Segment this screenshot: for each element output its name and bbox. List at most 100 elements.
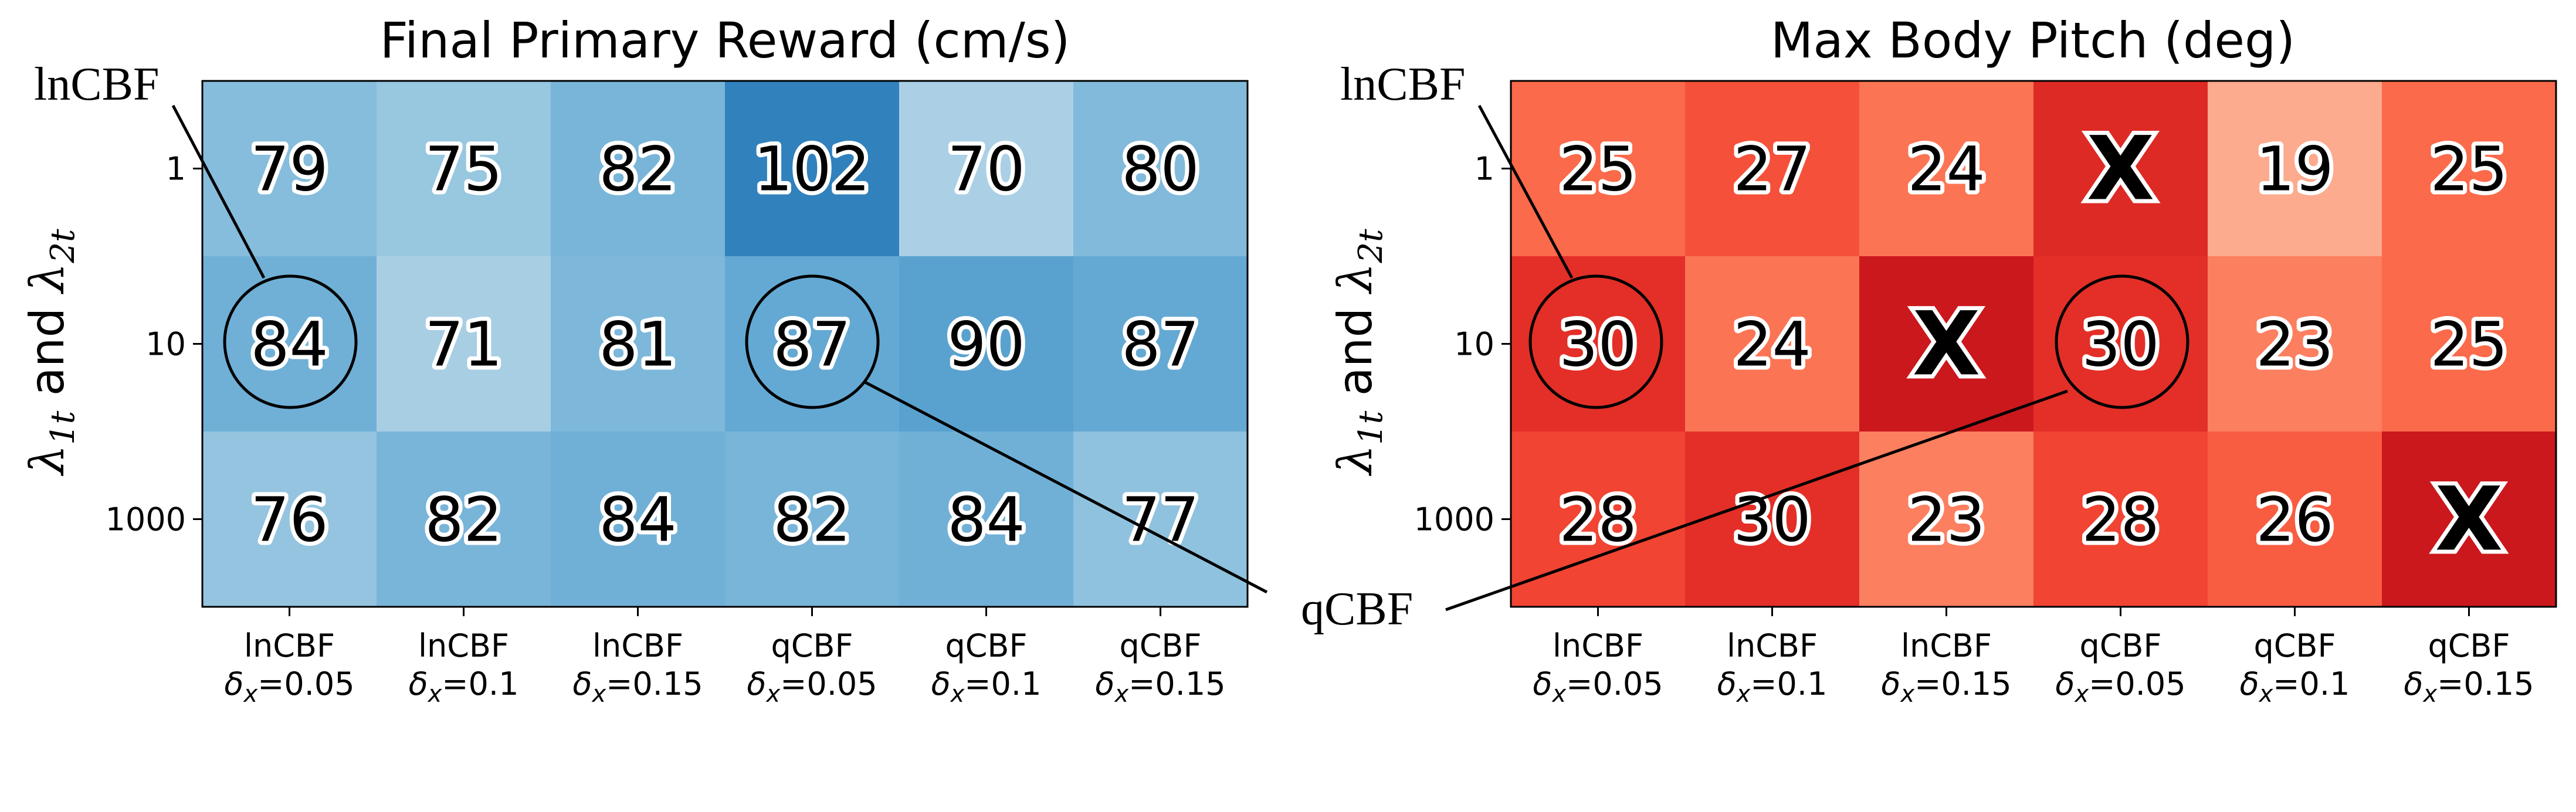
heatmap-cell [1859, 81, 2034, 257]
heatmap-panel-reward: Final Primary Reward (cm/s) 79 75 82 102 70 8… [20, 12, 1249, 708]
heatmap-cell [2033, 81, 2208, 257]
heatmap-cell [2033, 432, 2208, 607]
cell-value-label: 82 [599, 134, 676, 205]
y-ticks: 1 10 1000 [1414, 151, 1511, 538]
heatmap-cell [899, 256, 1074, 432]
annotation-qcbf: qCBF [1301, 583, 1413, 635]
cell-value-label: 28 [1559, 484, 1636, 556]
y-tick-label: 1000 [1414, 501, 1494, 538]
heatmap-cell [725, 81, 900, 257]
heatmap-cell [1685, 256, 1860, 432]
heatmap-cell [1511, 81, 1686, 257]
y-tick-label: 10 [1454, 326, 1494, 363]
failed-marker: X [1913, 294, 1981, 396]
x-tick-label-delta: δx=0.1 [409, 665, 519, 708]
cell-value-label: 79 [250, 134, 328, 205]
cell-value-label: 82 [773, 484, 850, 556]
x-tick-label-method: qCBF [2428, 627, 2510, 664]
chart-title: Max Body Pitch (deg) [1771, 12, 2295, 69]
heatmap-cell [551, 432, 726, 607]
cell-value-label: 84 [599, 484, 676, 556]
heatmap-cell [1859, 256, 2034, 432]
cell-value-label: 77 [1121, 484, 1199, 556]
cell-value-label: 30 [2082, 309, 2159, 380]
cell-value-label: 102 [754, 134, 870, 205]
cell-value-label: 81 [599, 309, 676, 380]
heatmap-cell [2382, 81, 2557, 257]
leader-line-qcbf-left [864, 380, 1268, 594]
cell-value-label: 82 [425, 484, 502, 556]
cell-value-label: 75 [425, 134, 502, 205]
heatmap-cell [2382, 432, 2557, 607]
heatmap-cell [202, 432, 377, 607]
heatmap-cell [1511, 256, 1686, 432]
heatmap-cell [1073, 432, 1248, 607]
cell-value-label: 27 [1733, 134, 1811, 205]
heatmap-cell [1859, 432, 2034, 607]
heatmap-cell [2208, 256, 2382, 432]
x-tick-label-method: qCBF [2079, 627, 2161, 664]
cell-value-label: 23 [2256, 309, 2333, 380]
x-tick-label-delta: δx=0.15 [2404, 665, 2534, 708]
heatmap-cell [2208, 432, 2382, 607]
highlight-circle-lncbf-left [223, 274, 358, 409]
cell-value-label: 30 [1559, 309, 1636, 380]
annotations: lnCBF lnCBF qCBF [34, 59, 2189, 635]
cell-value-label: 87 [773, 309, 850, 380]
y-tick-label: 1 [1475, 151, 1494, 188]
x-tick-label-delta: δx=0.15 [1881, 665, 2011, 708]
y-tick-label: 1 [166, 151, 186, 188]
x-tick-label-method: lnCBF [592, 627, 683, 664]
x-tick-label-method: qCBF [1119, 627, 1201, 664]
highlight-circle-qcbf-left [745, 274, 880, 409]
leader-line-lncbf-right [1477, 104, 1574, 279]
y-tick-label: 10 [145, 326, 186, 363]
heatmap-cell [1073, 81, 1248, 257]
x-tick-label-method: qCBF [945, 627, 1027, 664]
cell-value-label: 26 [2256, 484, 2333, 556]
x-tick-label-delta: δx=0.05 [224, 665, 354, 708]
x-tick-label-method: lnCBF [1553, 627, 1643, 664]
cell-value-label: 90 [947, 309, 1025, 380]
y-ticks: 1 10 1000 [106, 151, 202, 538]
annotation-lncbf-left: lnCBF [34, 59, 159, 110]
failed-marker: X [2087, 118, 2155, 220]
y-axis-label: λ1t and λ2t [20, 229, 82, 477]
heatmap-cell [2382, 256, 2557, 432]
heatmap-cells: 79 75 82 102 70 80 84 71 81 87 90 87 76 82 84 82 84 77 [202, 81, 1248, 607]
chart-title: Final Primary Reward (cm/s) [380, 12, 1070, 69]
heatmap-cell [202, 256, 377, 432]
x-ticks: lnCBFδx=0.05lnCBFδx=0.1lnCBFδx=0.15qCBFδ… [1533, 607, 2534, 708]
highlight-circle-lncbf-right [1528, 274, 1663, 409]
heatmap-cell [725, 256, 900, 432]
x-tick-label-delta: δx=0.05 [2055, 665, 2185, 708]
x-tick-label-method: qCBF [771, 627, 853, 664]
heatmap-cell [377, 81, 551, 257]
x-tick-label-method: lnCBF [1901, 627, 1992, 664]
x-ticks: lnCBFδx=0.05lnCBFδx=0.1lnCBFδx=0.15qCBFδ… [224, 607, 1226, 708]
heatmap-cell [2208, 81, 2382, 257]
y-tick-label: 1000 [106, 501, 186, 538]
x-tick-label-delta: δx=0.05 [1533, 665, 1663, 708]
leader-line-qcbf-right [1445, 389, 2068, 611]
heatmap-cell [725, 432, 900, 607]
x-tick-label-method: qCBF [2253, 627, 2336, 664]
highlight-circle-qcbf-right [2055, 274, 2189, 409]
heatmap-cell [1685, 432, 1860, 607]
cell-value-label: 71 [425, 309, 502, 380]
heatmap-cell [551, 256, 726, 432]
cell-value-label: 80 [1121, 134, 1199, 205]
x-tick-label-delta: δx=0.1 [931, 665, 1042, 708]
heatmap-cell [551, 81, 726, 257]
cell-value-label: 84 [947, 484, 1025, 556]
x-tick-label-delta: δx=0.15 [1095, 665, 1225, 708]
cell-value-label: 19 [2256, 134, 2333, 205]
heatmap-cell [899, 432, 1074, 607]
heatmap-cell [1073, 256, 1248, 432]
x-tick-label-delta: δx=0.15 [572, 665, 703, 708]
heatmap-cell [2033, 256, 2208, 432]
heatmap-cell [377, 256, 551, 432]
failed-marker: X [2435, 469, 2503, 571]
heatmap-panel-pitch: Max Body Pitch (deg) 25 27 24 X 19 25 30 24 X 30 2… [1328, 12, 2557, 708]
